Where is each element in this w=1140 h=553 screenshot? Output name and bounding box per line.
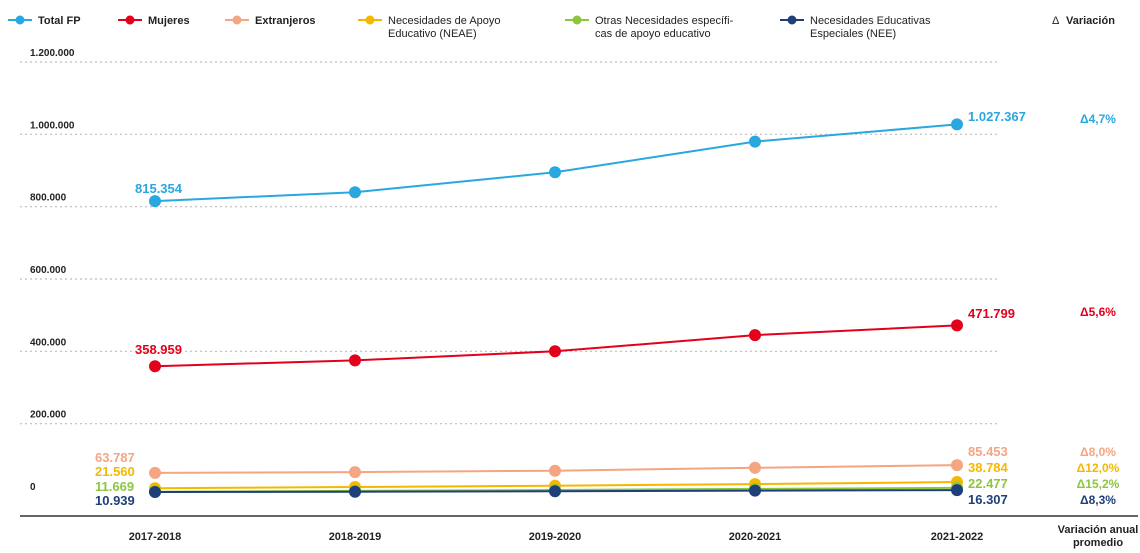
last-value-label: 16.307: [968, 492, 1008, 507]
series: [149, 319, 963, 373]
data-point: [549, 345, 561, 358]
legend-item: Extranjeros: [225, 15, 316, 27]
y-tick-label: 400.000: [30, 337, 67, 348]
data-point: [149, 486, 161, 498]
series: [149, 484, 963, 498]
last-value-label: 85.453: [968, 444, 1008, 459]
legend-label: cas de apoyo educativo: [595, 28, 711, 40]
legend-marker: [572, 15, 582, 25]
legend-label: Extranjeros: [255, 15, 316, 27]
y-axis-ticks: 0 200.000 400.000 600.000 800.000 1.000.000 1.…: [30, 48, 75, 493]
variation-column: Δ4,7% Δ5,6% Δ8,0% Δ12,0% Δ15,2% Δ8,3%: [1077, 112, 1120, 507]
first-value-label: 11.669: [95, 479, 134, 494]
data-point: [549, 166, 561, 179]
last-value-label: 22.477: [968, 476, 1008, 491]
legend-item: Mujeres: [118, 15, 190, 27]
legend-label: Mujeres: [148, 15, 190, 27]
first-value-label: 10.939: [95, 493, 135, 508]
data-point: [749, 329, 761, 342]
x-tick-label: 2017-2018: [129, 531, 182, 543]
x-tick-label: 2020-2021: [729, 531, 782, 543]
legend-label: Especiales (NEE): [810, 28, 896, 40]
legend-marker: [365, 15, 375, 25]
variation-value: Δ8,0%: [1080, 445, 1116, 459]
legend-item: Otras Necesidades específi-cas de apoyo …: [565, 15, 734, 40]
variation-symbol: Δ: [1052, 15, 1060, 27]
data-point: [749, 484, 761, 497]
data-point: [951, 459, 963, 472]
x-axis-ticks: 2017-2018 2018-2019 2019-2020 2020-2021 2021…: [129, 524, 1139, 549]
legend-label: Necesidades Educativas: [810, 15, 931, 27]
variation-value: Δ12,0%: [1077, 461, 1120, 475]
data-labels: 815.354 1.027.367 358.959 471.799 63.787 85.4…: [95, 109, 1026, 508]
series: [149, 118, 963, 208]
y-tick-label: 800.000: [30, 193, 67, 204]
y-tick-label: 0: [30, 482, 36, 493]
last-value-label: 1.027.367: [968, 109, 1026, 124]
data-point: [749, 135, 761, 148]
data-point: [149, 195, 161, 208]
y-tick-label: 1.000.000: [30, 120, 75, 131]
series-line: [154, 123, 958, 203]
data-point: [749, 461, 761, 474]
legend-label: Otras Necesidades específi-: [595, 15, 734, 27]
legend-label: Educativo (NEAE): [388, 28, 477, 40]
legend-item: Total FP: [8, 15, 81, 27]
legend: Total FP Mujeres Extranjeros Necesidades de…: [8, 15, 1115, 40]
variation-column-label: promedio: [1073, 537, 1123, 549]
variation-value: Δ4,7%: [1080, 112, 1116, 126]
data-point: [149, 360, 161, 373]
first-value-label: 358.959: [135, 342, 182, 357]
legend-marker: [787, 15, 797, 25]
gridlines: [20, 61, 1000, 425]
legend-marker: [232, 15, 242, 25]
variation-value: Δ5,6%: [1080, 305, 1116, 319]
data-point: [951, 118, 963, 131]
y-tick-label: 1.200.000: [30, 48, 75, 59]
series-layer: [149, 118, 963, 498]
data-point: [549, 464, 561, 477]
variation-value: Δ8,3%: [1080, 493, 1116, 507]
variation-legend-label: Variación: [1066, 15, 1115, 27]
data-point: [349, 186, 361, 199]
variation-value: Δ15,2%: [1077, 477, 1120, 491]
data-point: [951, 319, 963, 332]
data-point: [951, 484, 963, 497]
legend-marker: [15, 15, 25, 25]
variation-column-label: Variación anual: [1058, 524, 1139, 536]
x-tick-label: 2019-2020: [529, 531, 582, 543]
series: [149, 459, 963, 479]
x-tick-label: 2018-2019: [329, 531, 382, 543]
first-value-label: 815.354: [135, 181, 183, 196]
legend-item-variation: Δ Variación: [1052, 15, 1115, 27]
last-value-label: 38.784: [968, 460, 1009, 475]
data-point: [549, 485, 561, 498]
legend-label: Necesidades de Apoyo: [388, 15, 501, 27]
y-tick-label: 200.000: [30, 410, 67, 421]
y-tick-label: 600.000: [30, 265, 67, 276]
data-point: [149, 466, 161, 479]
x-tick-label: 2021-2022: [931, 531, 984, 543]
data-point: [349, 485, 361, 498]
first-value-label: 63.787: [95, 450, 135, 465]
data-point: [349, 466, 361, 479]
first-value-label: 21.560: [95, 464, 135, 479]
legend-marker: [125, 15, 135, 25]
data-point: [349, 354, 361, 367]
last-value-label: 471.799: [968, 306, 1015, 321]
legend-label: Total FP: [38, 15, 81, 27]
